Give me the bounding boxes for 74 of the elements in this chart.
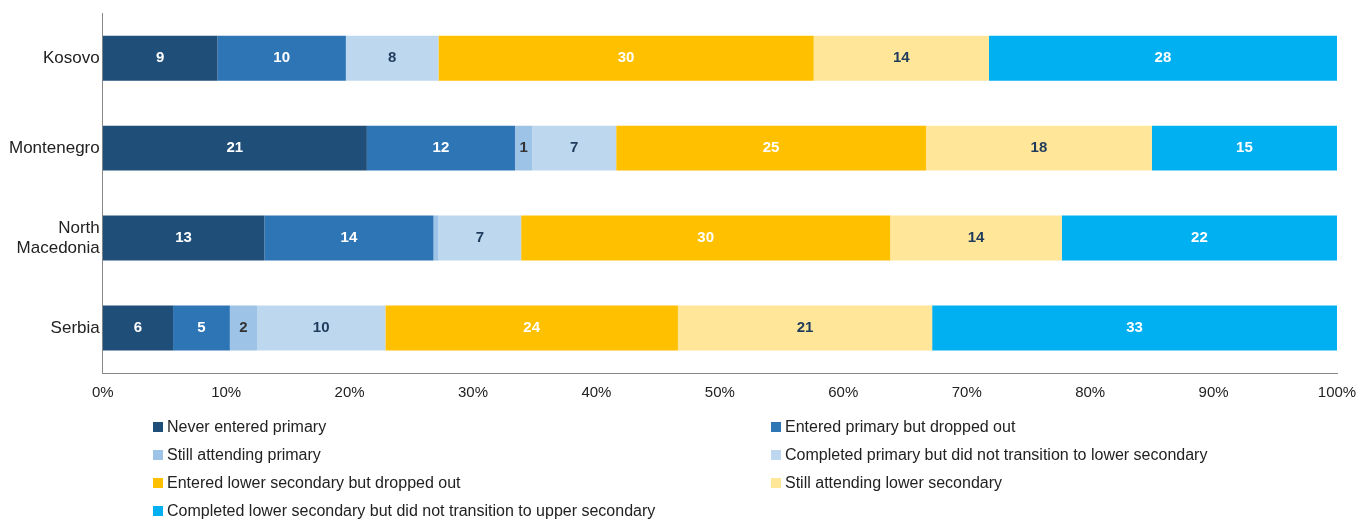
x-tick-label: 30% — [457, 383, 489, 401]
x-tick-label: 90% — [1198, 383, 1229, 401]
x-tick-label: 20% — [334, 383, 365, 401]
bar — [890, 215, 1062, 261]
bar — [257, 305, 386, 351]
bar — [925, 125, 1152, 171]
bar — [616, 125, 926, 171]
data-label: 30 — [617, 48, 635, 66]
x-tick-label: 80% — [1075, 383, 1106, 401]
bar — [345, 35, 439, 81]
data-label: 28 — [1154, 48, 1172, 66]
bar — [1061, 215, 1337, 261]
data-label: 1 — [519, 138, 528, 156]
data-label: 21 — [226, 138, 244, 156]
y-tick-label: Serbia — [50, 317, 101, 337]
bar — [102, 305, 174, 351]
data-label: 18 — [1030, 138, 1048, 156]
y-tick-label: Kosovo — [43, 47, 100, 67]
data-label: 14 — [967, 228, 985, 246]
data-label: 6 — [133, 318, 143, 336]
data-label: 24 — [523, 318, 541, 336]
bar — [229, 305, 258, 351]
legend-label: Entered primary but dropped out — [785, 418, 1016, 436]
data-label: 25 — [762, 138, 780, 156]
data-label: 21 — [796, 318, 814, 336]
x-tick-label: 50% — [704, 383, 735, 401]
y-tick-label: North Macedonia — [16, 217, 101, 257]
x-tick-label: 10% — [211, 383, 242, 401]
data-label: 7 — [570, 138, 579, 156]
data-label: 33 — [1126, 318, 1143, 336]
bar — [264, 215, 434, 261]
bar — [438, 215, 522, 261]
data-label: 13 — [175, 228, 192, 246]
legend-label: Completed lower secondary but did not transition to upper secondary — [167, 502, 656, 520]
bar — [521, 215, 891, 261]
data-label: 10 — [312, 318, 330, 336]
bar — [173, 305, 230, 351]
x-tick-label: 40% — [581, 383, 612, 401]
data-label: 8 — [387, 48, 397, 66]
bar — [102, 125, 367, 171]
data-label: 5 — [197, 318, 206, 336]
data-label: 9 — [155, 48, 165, 66]
bar — [366, 125, 515, 171]
x-tick-label: 70% — [951, 383, 982, 401]
x-tick-label: 100% — [1317, 383, 1357, 401]
legend-label: Still attending lower secondary — [785, 474, 1003, 492]
bar — [385, 305, 678, 351]
data-label: 14 — [892, 48, 911, 66]
data-label: 15 — [1236, 138, 1253, 156]
data-label: 22 — [1191, 228, 1208, 246]
data-label: 30 — [697, 228, 715, 246]
legend-label: Completed primary but did not transition to lower secondary — [785, 446, 1208, 464]
data-label: 14 — [340, 228, 358, 246]
bar — [677, 305, 933, 351]
bar — [532, 125, 617, 171]
bar — [514, 125, 533, 171]
bar — [932, 305, 1337, 351]
data-label: 2 — [239, 318, 248, 336]
bar — [1151, 125, 1337, 171]
x-tick-label: 60% — [828, 383, 859, 401]
legend-label: Still attending primary — [167, 446, 321, 464]
y-tick-label: Montenegro — [8, 137, 100, 157]
bar — [988, 35, 1337, 81]
bar — [102, 35, 218, 81]
bar — [813, 35, 989, 81]
data-label: 12 — [432, 138, 450, 156]
legend-label: Never entered primary — [167, 418, 327, 436]
bar — [438, 35, 814, 81]
data-label: 10 — [273, 48, 291, 66]
bar — [217, 35, 346, 81]
legend-label: Entered lower secondary but dropped out — [167, 474, 461, 492]
x-tick-label: 0% — [91, 383, 114, 401]
bar — [102, 215, 265, 261]
data-label: 7 — [475, 228, 484, 246]
